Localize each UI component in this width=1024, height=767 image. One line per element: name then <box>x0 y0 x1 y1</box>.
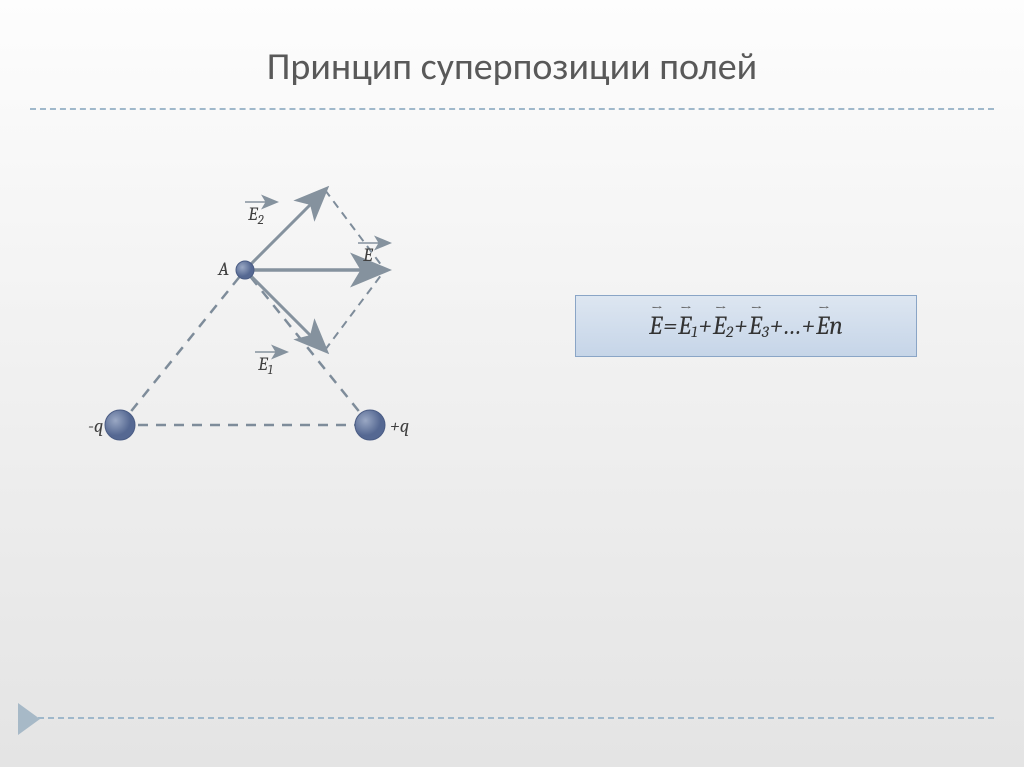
label-q-plus: +q <box>390 415 409 437</box>
point-a <box>236 261 254 279</box>
slide-title: Принцип суперпозиции полей <box>0 0 1024 90</box>
charge-positive <box>355 410 385 440</box>
vector-e1 <box>245 270 325 350</box>
top-divider <box>30 108 994 110</box>
charge-negative <box>105 410 135 440</box>
dash-right <box>245 270 370 425</box>
formula-eq: = <box>663 311 677 341</box>
bottom-divider <box>18 717 994 719</box>
formula-e2: →E2 <box>713 311 734 341</box>
formula-dots: +…+ <box>770 311 815 341</box>
formula-box: →E = →E1 + →E2 + →E3 +…+ →En <box>575 295 917 357</box>
label-e: E <box>362 244 374 266</box>
formula-e3: →E3 <box>749 311 769 341</box>
superposition-diagram: A -q +q E2 E E1 <box>80 200 410 460</box>
label-e1: E1 <box>257 353 273 378</box>
formula-e1: →E1 <box>678 311 697 341</box>
label-q-minus: -q <box>88 415 104 437</box>
formula-en: →En <box>816 311 843 341</box>
para-top <box>325 190 385 270</box>
formula-plus1: + <box>698 311 711 341</box>
para-bottom <box>325 270 385 350</box>
label-a: A <box>217 258 229 280</box>
label-e2: E2 <box>247 203 264 228</box>
dash-left <box>120 270 245 425</box>
slide-marker-icon <box>18 703 40 735</box>
formula-plus2: + <box>734 311 747 341</box>
formula-e: →E <box>649 311 662 341</box>
